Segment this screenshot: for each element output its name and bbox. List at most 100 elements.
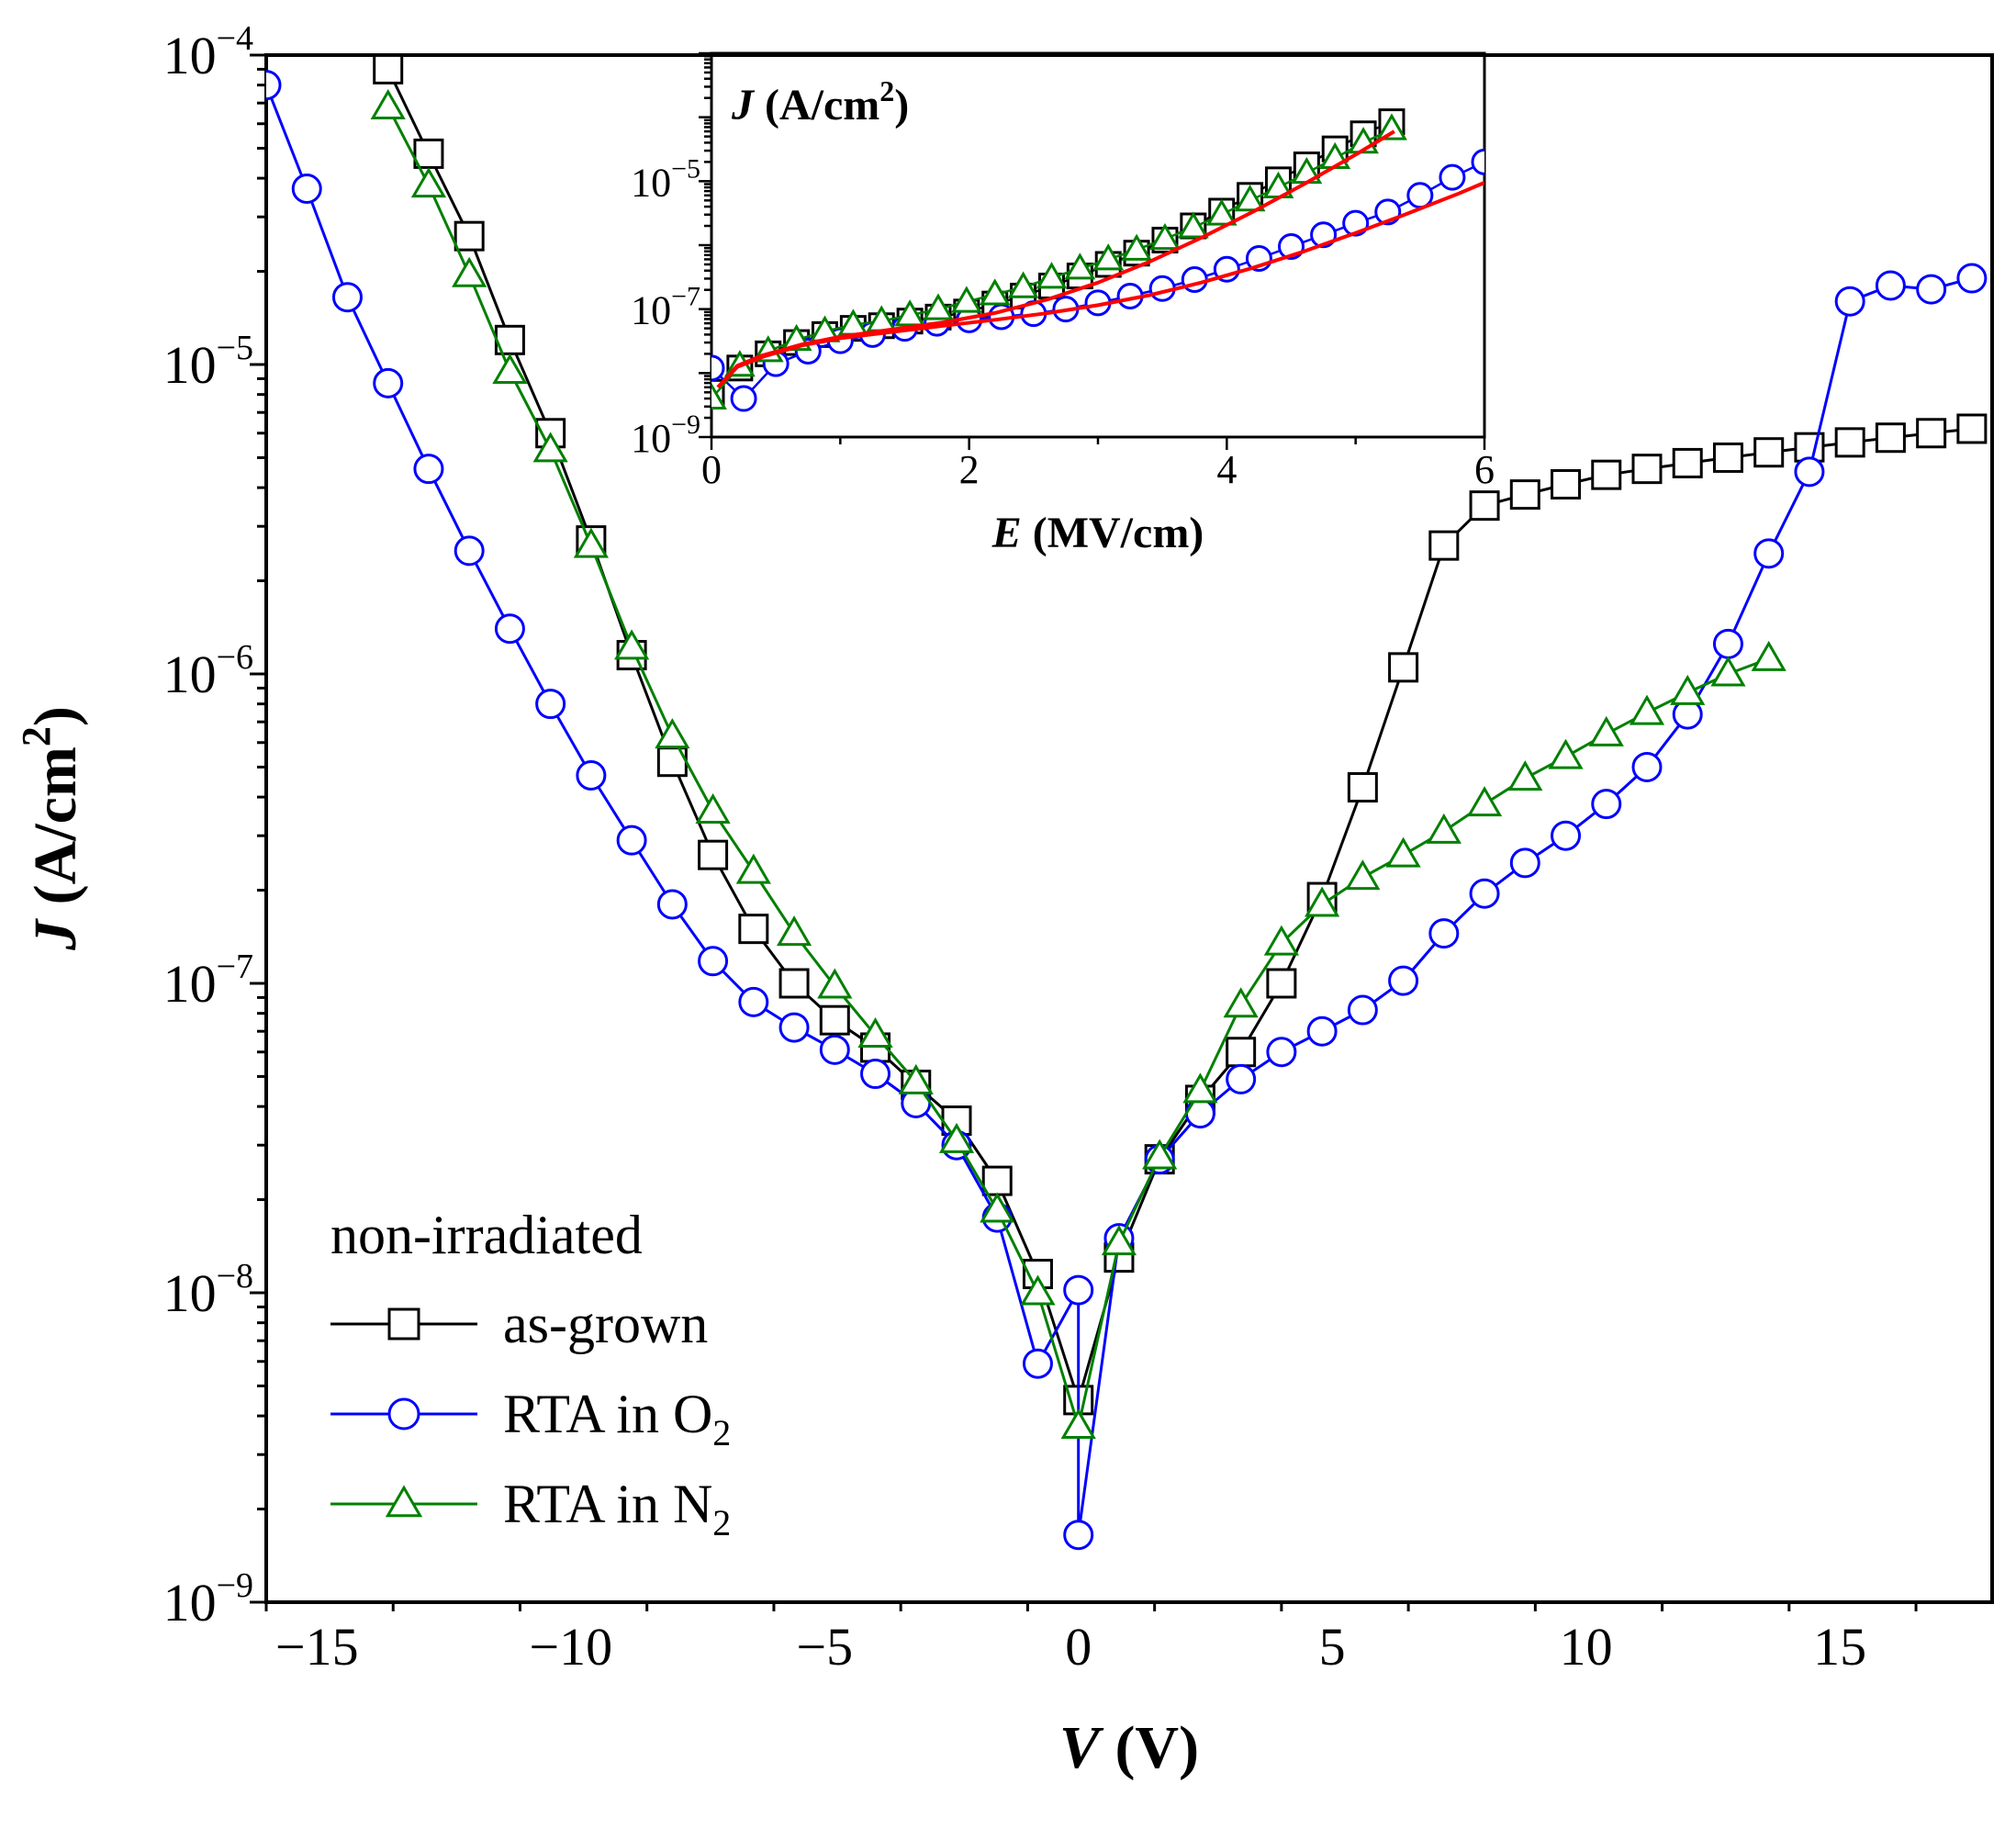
main-point-rta-in-n2 (1263, 925, 1299, 956)
main-point-rta-in-n2 (1385, 836, 1421, 868)
inset-point-rta-in-n2 (1205, 198, 1238, 226)
inset-point-rta-in-n2 (1149, 222, 1181, 251)
main-point-rta-in-o2 (1551, 820, 1582, 851)
main-point-as-grown (413, 138, 444, 169)
legend-label: RTA in O2 (503, 1384, 731, 1453)
inset-point-rta-in-n2 (711, 382, 727, 410)
main-point-rta-in-o2 (1022, 1348, 1053, 1379)
inset-point-rta-in-n2 (1121, 233, 1153, 261)
main-point-rta-in-n2 (410, 167, 447, 198)
legend-label: RTA in N2 (503, 1474, 731, 1543)
main-point-rta-in-o2 (1347, 994, 1378, 1026)
main-point-rta-in-n2 (817, 968, 853, 999)
legend-title: non-irradiated (330, 1205, 643, 1265)
main-point-rta-in-o2 (1306, 1015, 1338, 1047)
main-point-rta-in-n2 (1426, 813, 1462, 844)
legend-marker-square (387, 1307, 420, 1341)
main-point-as-grown (1509, 479, 1540, 510)
main-point-rta-in-o2 (860, 1059, 891, 1090)
main-y-tick-label: 10−7 (163, 948, 253, 1014)
main-y-tick-label: 10−6 (163, 638, 253, 704)
main-point-rta-in-n2 (614, 629, 650, 660)
main-point-rta-in-o2 (1753, 538, 1785, 569)
main-point-as-grown (1347, 772, 1378, 803)
main-point-as-grown (778, 968, 810, 999)
main-line-as-grown (386, 68, 1973, 1402)
main-point-rta-in-o2 (656, 889, 688, 920)
main-point-rta-in-o2 (738, 986, 769, 1017)
inset-point-rta-in-n2 (1064, 252, 1096, 280)
inset-line-fit-4 (716, 181, 1484, 389)
inset-line-rta-in-o2 (711, 161, 1484, 400)
inset-point-rta-in-n2 (1007, 271, 1039, 298)
main-point-rta-in-o2 (616, 825, 647, 856)
main-point-rta-in-n2 (573, 527, 609, 558)
main-point-as-grown (1226, 1037, 1257, 1068)
main-point-rta-in-n2 (1588, 715, 1624, 746)
main-point-rta-in-n2 (1305, 886, 1340, 917)
main-point-as-grown (1875, 422, 1906, 454)
legend-marker-triangle (385, 1485, 423, 1518)
main-point-rta-in-o2 (1591, 789, 1622, 820)
main-x-tick-label: −5 (796, 1617, 853, 1677)
inset-y-tick-label: 10−5 (631, 153, 700, 205)
main-point-rta-in-o2 (1834, 286, 1865, 317)
main-point-rta-in-o2 (819, 1034, 850, 1065)
main-point-as-grown (819, 1004, 850, 1036)
main-point-rta-in-o2 (1794, 456, 1825, 488)
main-x-tick-label: −10 (529, 1617, 612, 1677)
main-point-rta-in-o2 (1509, 847, 1540, 879)
main-point-rta-in-n2 (1670, 674, 1706, 705)
inset-point-rta-in-n2 (1036, 262, 1068, 289)
main-point-as-grown (1916, 418, 1947, 449)
main-point-rta-in-o2 (1956, 263, 1988, 294)
main-point-rta-in-o2 (1184, 1098, 1215, 1129)
main-point-rta-in-o2 (291, 174, 322, 205)
main-point-as-grown (454, 220, 485, 252)
main-point-as-grown (1712, 442, 1743, 473)
inset-point-rta-in-n2 (950, 286, 982, 313)
main-point-rta-in-n2 (492, 353, 528, 385)
main-point-as-grown (1834, 427, 1865, 458)
main-point-rta-in-o2 (1916, 274, 1947, 305)
main-point-rta-in-o2 (1875, 270, 1906, 301)
inset-point-rta-in-n2 (923, 293, 954, 320)
main-point-rta-in-o2 (266, 70, 282, 101)
main-point-rta-in-n2 (1345, 859, 1381, 891)
inset-point-rta-in-n2 (1376, 113, 1407, 140)
main-point-rta-in-o2 (1712, 628, 1743, 659)
main-point-rta-in-n2 (370, 88, 406, 119)
inset-point-rta-in-o2 (1439, 163, 1466, 191)
main-point-rta-in-o2 (535, 689, 566, 720)
main-point-rta-in-n2 (1020, 1274, 1056, 1306)
main-point-rta-in-n2 (1182, 1072, 1218, 1104)
main-point-as-grown (1469, 490, 1500, 522)
main-point-rta-in-n2 (980, 1192, 1015, 1223)
main-point-as-grown (1388, 652, 1419, 683)
main-y-tick-label: 10−8 (163, 1257, 253, 1323)
main-point-as-grown (738, 914, 769, 945)
main-x-tick-label: 10 (1560, 1617, 1613, 1677)
legend-label: as-grown (503, 1294, 708, 1354)
main-point-rta-in-n2 (452, 256, 487, 287)
main-point-rta-in-o2 (373, 367, 404, 398)
inset-y-axis-title: J (A/cm2) (731, 74, 909, 129)
main-point-rta-in-n2 (1223, 987, 1259, 1018)
main-point-rta-in-n2 (1466, 786, 1503, 817)
main-point-rta-in-n2 (1629, 694, 1665, 725)
main-point-rta-in-o2 (1388, 965, 1419, 996)
main-point-rta-in-n2 (1548, 738, 1584, 769)
legend: non-irradiated as-grown RTA in O2 RTA in N… (330, 1205, 731, 1543)
inset-series-group (711, 108, 1484, 412)
main-plot-frame (264, 53, 1994, 1604)
main-point-rta-in-o2 (1631, 751, 1663, 782)
main-y-tick-label: 10−4 (163, 19, 253, 85)
main-series-group (266, 55, 1988, 1551)
main-x-axis-title: V (V) (1059, 1714, 1199, 1781)
main-point-rta-in-n2 (655, 718, 690, 749)
inset-y-tick-label: 10−9 (631, 410, 700, 461)
inset-chart: 0 2 4 6 10−9 10−7 10−5 E (MV/cm) J (A/cm2) (631, 51, 1495, 557)
main-point-rta-in-o2 (1428, 918, 1460, 949)
main-x-tick-label: 15 (1813, 1617, 1866, 1677)
main-point-as-grown (1428, 530, 1460, 561)
